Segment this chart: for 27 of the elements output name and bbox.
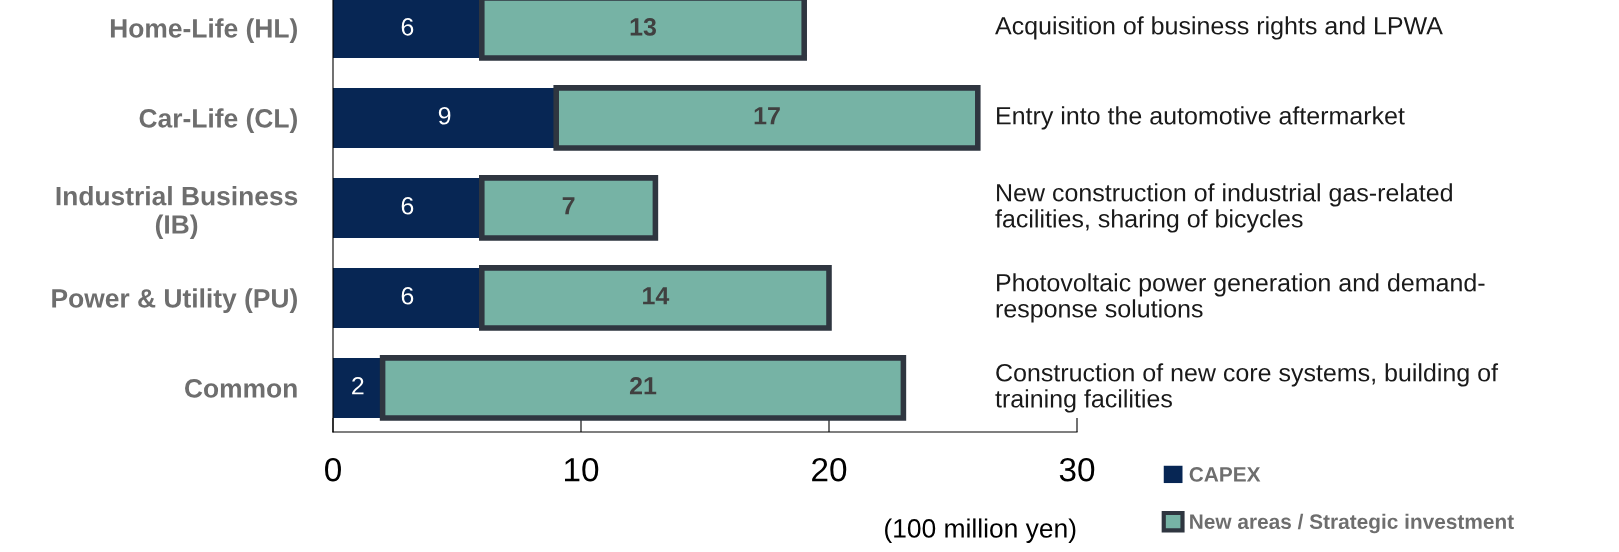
annotation: Photovoltaic power generation and demand- response solutions bbox=[996, 273, 1485, 323]
data-label: 7 bbox=[562, 197, 575, 215]
annotation: Entry into the automotive aftermarket bbox=[997, 106, 1405, 130]
x-tick-label: 20 bbox=[812, 457, 847, 482]
y-tick-label: Home-Life (HL) bbox=[110, 18, 297, 43]
data-label: 14 bbox=[643, 287, 670, 305]
data-label: 13 bbox=[630, 17, 656, 36]
y-tick-label: Common bbox=[185, 379, 297, 398]
x-tick-label: 30 bbox=[1059, 457, 1095, 482]
data-label: 21 bbox=[629, 376, 657, 395]
legend-label: CAPEX bbox=[1189, 467, 1261, 482]
data-label: 6 bbox=[401, 286, 414, 305]
x-tick-label: 0 bbox=[325, 457, 341, 482]
data-label: 2 bbox=[352, 376, 364, 395]
annotation: New construction of industrial gas-related facilities, sharing of bicycles bbox=[995, 183, 1452, 233]
legend-label: New areas / Strategic investment bbox=[1190, 513, 1514, 534]
data-label: 17 bbox=[754, 107, 780, 125]
data-label: 6 bbox=[401, 17, 414, 36]
y-tick-label: Industrial Business (IB) bbox=[56, 186, 298, 240]
data-label: 6 bbox=[401, 196, 414, 215]
data-label: 9 bbox=[438, 106, 451, 125]
x-axis-title: (100 million yen) bbox=[885, 518, 1076, 543]
y-tick-label: Power & Utility (PU) bbox=[52, 288, 297, 313]
x-tick-label: 10 bbox=[565, 457, 599, 482]
annotation: Acquisition of business rights and LPWA bbox=[995, 16, 1443, 40]
annotation: Construction of new core systems, building of training facilities bbox=[995, 363, 1499, 413]
y-tick-label: Car-Life (CL) bbox=[139, 108, 297, 133]
